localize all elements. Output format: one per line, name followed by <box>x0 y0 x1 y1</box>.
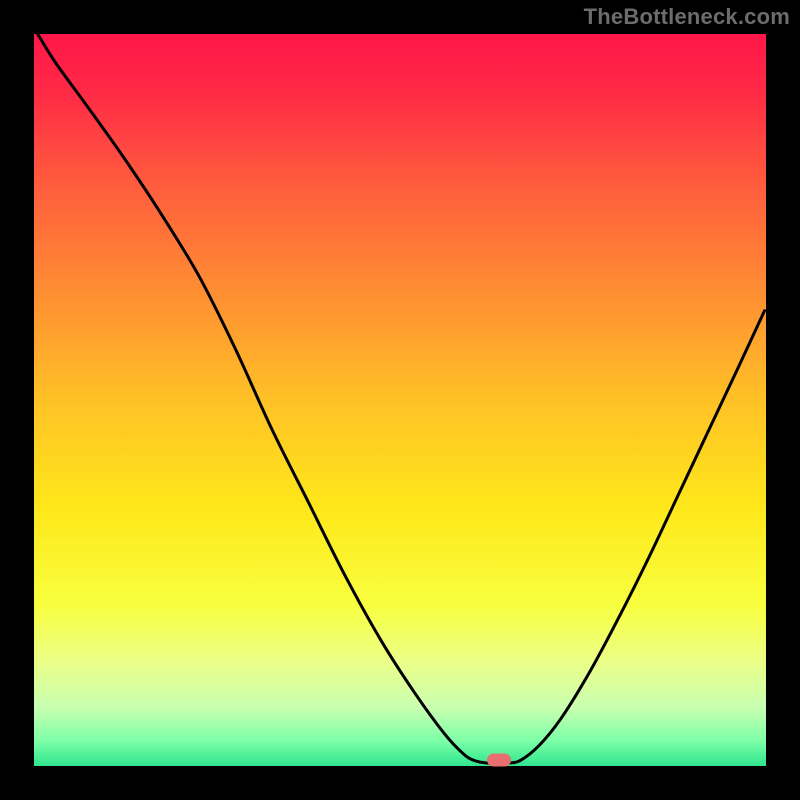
chart-frame: TheBottleneck.com <box>0 0 800 800</box>
watermark-text: TheBottleneck.com <box>584 4 790 30</box>
chart-svg <box>34 34 766 766</box>
optimal-marker <box>487 754 511 767</box>
plot-area <box>34 34 766 766</box>
gradient-background <box>34 34 766 766</box>
